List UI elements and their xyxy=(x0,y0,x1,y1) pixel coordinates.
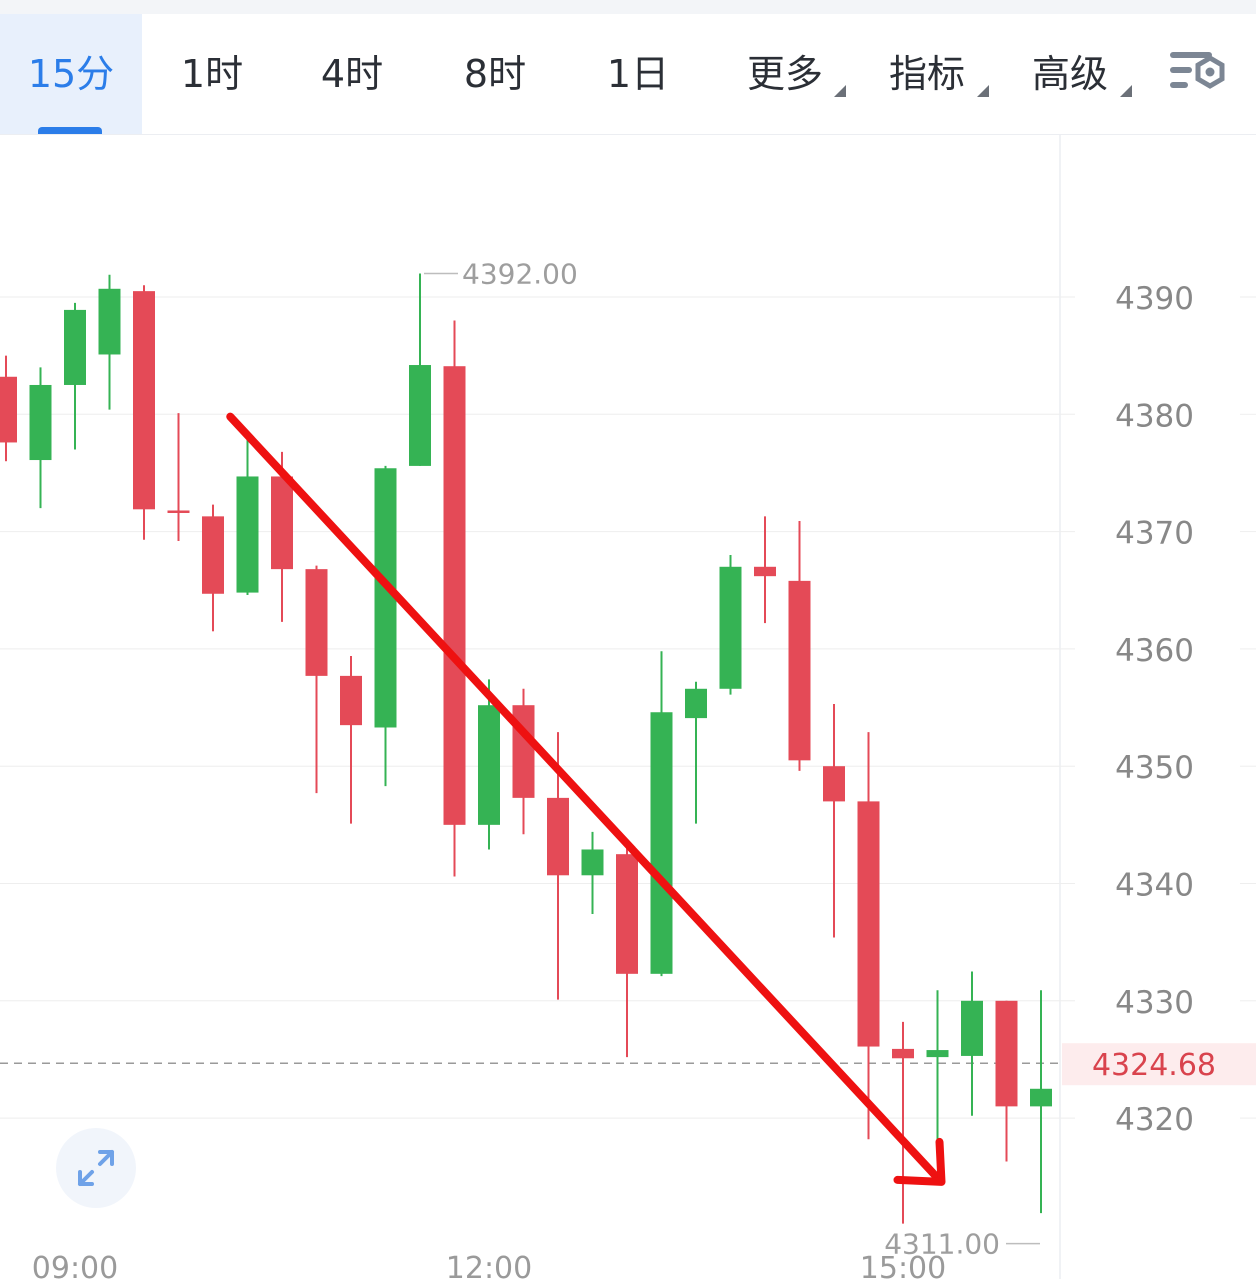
dropdown-triangle-icon xyxy=(834,85,846,97)
candle-body xyxy=(1030,1088,1052,1107)
min-price-label: 4311.00 xyxy=(884,1228,1000,1261)
y-tick-label: 4390 xyxy=(1115,281,1194,317)
candle-body xyxy=(961,1000,983,1056)
candle-body xyxy=(650,712,673,974)
tab-advanced-label: 高级 xyxy=(1031,52,1108,96)
y-tick-label: 4320 xyxy=(1115,1102,1194,1138)
candle-body xyxy=(167,510,190,513)
tab-8hour[interactable]: 8时 xyxy=(445,14,545,134)
candlestick-chart[interactable]: 4390 4380 4370 4360 4350 4340 4330 4320 4324.68 4… xyxy=(0,134,1256,1279)
candle-body xyxy=(478,705,500,825)
y-tick-label: 4380 xyxy=(1115,398,1194,434)
candle-body xyxy=(788,580,811,761)
grid-lines xyxy=(0,134,1256,1279)
y-tick-label: 4370 xyxy=(1115,516,1194,552)
x-tick-label: 09:00 xyxy=(32,1251,118,1279)
tab-indicators-label: 指标 xyxy=(888,52,965,96)
candle-body xyxy=(719,566,742,689)
candle-body xyxy=(202,516,224,594)
trend-arrow-head xyxy=(893,1137,946,1186)
y-tick-label: 4350 xyxy=(1115,750,1194,786)
max-price-label: 4392.00 xyxy=(462,258,578,291)
candle-body xyxy=(374,468,397,728)
candle-body xyxy=(547,797,569,876)
y-tick-label: 4360 xyxy=(1115,633,1194,669)
candle-body xyxy=(271,476,293,570)
tab-advanced-dropdown[interactable]: 高级 xyxy=(1015,14,1125,134)
expand-chart-button[interactable] xyxy=(56,1128,136,1208)
active-tab-indicator xyxy=(38,127,102,134)
candle-body xyxy=(133,291,155,510)
candles xyxy=(0,273,1052,1224)
candle-body xyxy=(340,675,362,726)
candle-body xyxy=(857,801,880,1047)
current-price-label: 4324.68 xyxy=(1092,1048,1216,1083)
axis-labels: 4390 4380 4370 4360 4350 4340 4330 4320 4324.68 4… xyxy=(32,258,1216,1279)
x-tick-label: 15:00 xyxy=(860,1251,946,1279)
candle-body xyxy=(0,376,17,443)
candle-body xyxy=(98,288,121,355)
tab-15min[interactable]: 15分 xyxy=(0,14,142,134)
candle-body xyxy=(64,309,86,385)
dropdown-triangle-icon xyxy=(1120,85,1132,97)
tab-8hour-label: 8时 xyxy=(463,52,527,96)
candle-body xyxy=(892,1048,914,1059)
tab-more-label: 更多 xyxy=(746,52,823,96)
expand-icon xyxy=(78,1150,114,1186)
x-tick-label: 12:00 xyxy=(446,1251,532,1279)
y-tick-label: 4330 xyxy=(1115,985,1194,1021)
candle-body xyxy=(581,849,604,876)
candle-body xyxy=(236,476,259,593)
interval-tab-bar: 15分 1时 4时 8时 1日 更多 指标 高级 xyxy=(0,14,1256,135)
tab-1day-label: 1日 xyxy=(606,52,670,96)
tab-1hour[interactable]: 1时 xyxy=(162,14,262,134)
current-price-badge xyxy=(1062,1043,1256,1086)
trend-arrow-line xyxy=(226,412,942,1182)
trend-arrow-annotation xyxy=(226,412,946,1186)
chart-settings-icon[interactable] xyxy=(1160,36,1230,106)
tab-1day[interactable]: 1日 xyxy=(588,14,688,134)
candle-body xyxy=(409,365,431,466)
tab-more-dropdown[interactable]: 更多 xyxy=(730,14,840,134)
candle-body xyxy=(616,854,638,974)
tab-15min-label: 15分 xyxy=(27,52,115,96)
dropdown-triangle-icon xyxy=(977,85,989,97)
candle-body xyxy=(29,384,52,461)
candle-body xyxy=(685,688,707,719)
y-tick-label: 4340 xyxy=(1115,868,1194,904)
tab-1hour-label: 1时 xyxy=(180,52,244,96)
tab-4hour-label: 4时 xyxy=(320,52,384,96)
candle-body xyxy=(823,766,845,802)
candle-body xyxy=(443,366,466,825)
tab-4hour[interactable]: 4时 xyxy=(302,14,402,134)
candle-body xyxy=(926,1050,949,1058)
candle-body xyxy=(754,566,776,577)
tab-indicators-dropdown[interactable]: 指标 xyxy=(872,14,982,134)
top-strip xyxy=(0,0,1256,14)
candle-body xyxy=(305,569,328,676)
candle-body xyxy=(995,1000,1018,1107)
